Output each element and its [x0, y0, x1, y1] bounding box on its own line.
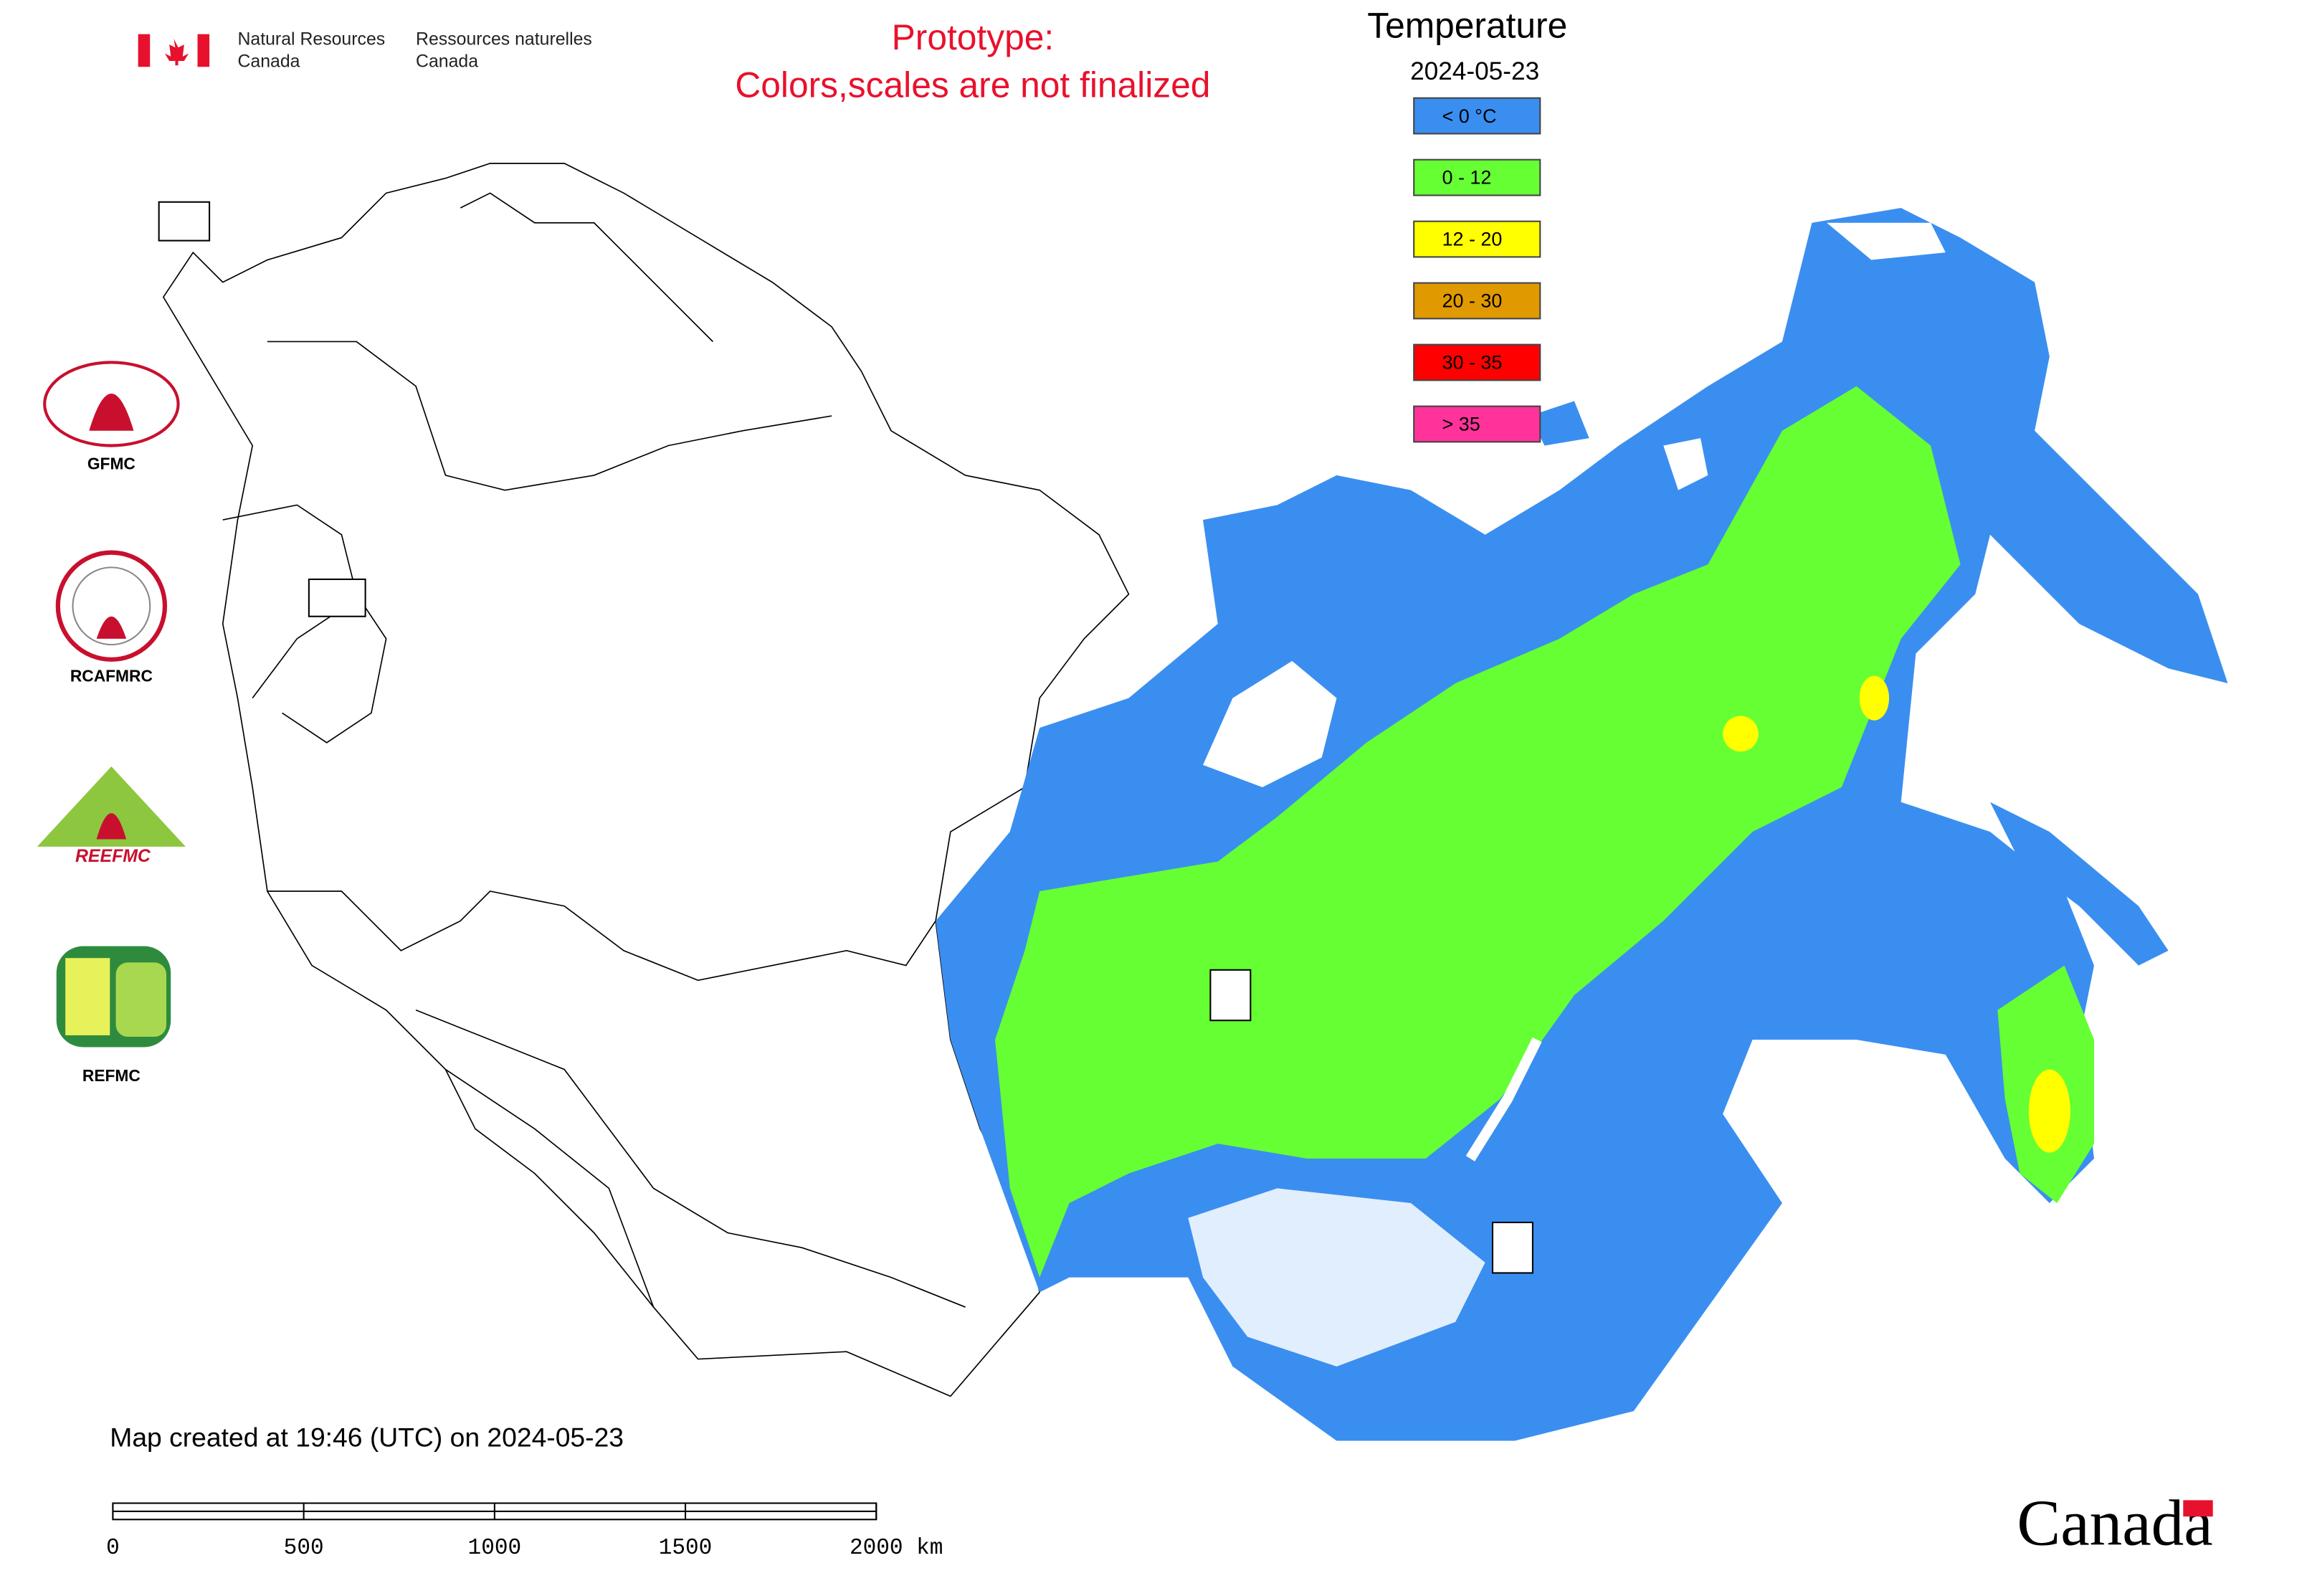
rcafmrc-logo: [55, 550, 168, 662]
lake-baikal: [1465, 1037, 1542, 1162]
legend-title: Temperature: [1367, 5, 1567, 45]
legend-swatch: [1413, 97, 1541, 135]
rcafmrc-marker: [1491, 1221, 1533, 1274]
cold-steppe: [1188, 1188, 1485, 1367]
legend-label: > 35: [1442, 414, 1480, 435]
scale-label: 1500: [659, 1536, 713, 1561]
legend-swatch: [1413, 405, 1541, 443]
agency-fr: Ressources naturelles: [416, 29, 592, 49]
agency-en: Natural Resources: [237, 29, 385, 49]
reefmc-logo: [37, 766, 186, 847]
legend-swatch: [1413, 343, 1541, 381]
agency-fr: Canada: [416, 52, 478, 72]
zone-12-20: [1859, 675, 1890, 721]
logo-label: RCAFMRC: [70, 667, 153, 685]
scale-label: 2000 km: [850, 1536, 943, 1561]
notice: Colors,scales are not finalized: [735, 65, 1210, 105]
zone-12-20: [1723, 716, 1759, 752]
legend-label: 20 - 30: [1442, 290, 1503, 312]
refmc-marker: [1209, 969, 1252, 1022]
logo-label: GFMC: [87, 454, 135, 472]
canada-wordmark: Canada: [2017, 1487, 2212, 1559]
legend-date: 2024-05-23: [1410, 57, 1539, 85]
created-note: Map created at 19:46 (UTC) on 2024-05-23: [110, 1422, 624, 1452]
legend: < 0 °C 0 - 12 12 - 20 20 - 30 30 - 35 > 35: [1413, 97, 1541, 443]
legend-swatch: [1413, 220, 1541, 258]
reefmc-marker: [308, 578, 366, 617]
legend-swatch: [1413, 282, 1541, 320]
legend-label: 12 - 20: [1442, 229, 1503, 250]
snow: [1827, 222, 1946, 260]
legend-label: 0 - 12: [1442, 167, 1492, 189]
gfmc-marker: [158, 201, 211, 242]
logo-text: REEFMC: [75, 847, 151, 866]
notice: Prototype:: [892, 17, 1055, 57]
island: [1989, 802, 2169, 966]
lake: [1663, 438, 1708, 490]
agency-en: Canada: [237, 52, 300, 72]
legend-label: < 0 °C: [1442, 105, 1497, 127]
zone-0-12: [994, 386, 1961, 1278]
lake: [1203, 660, 1337, 787]
island: [1529, 401, 1589, 446]
zone-12-20: [2028, 1069, 2070, 1153]
legend-swatch: [1413, 158, 1541, 196]
temperature-field: [936, 208, 2228, 1441]
canada-flag: [138, 34, 210, 67]
scale-label: 500: [284, 1536, 324, 1561]
logo-label: REFMC: [82, 1066, 141, 1085]
legend-label: 30 - 35: [1442, 352, 1503, 374]
scale-bar: 0 500 1000 1500 2000 km: [106, 1502, 943, 1561]
scale-label: 1000: [468, 1536, 522, 1561]
wordmark-flag: [2183, 1500, 2213, 1517]
refmc-logo: [56, 946, 171, 1048]
gfmc-logo: [43, 361, 180, 447]
scale-label: 0: [106, 1536, 120, 1561]
